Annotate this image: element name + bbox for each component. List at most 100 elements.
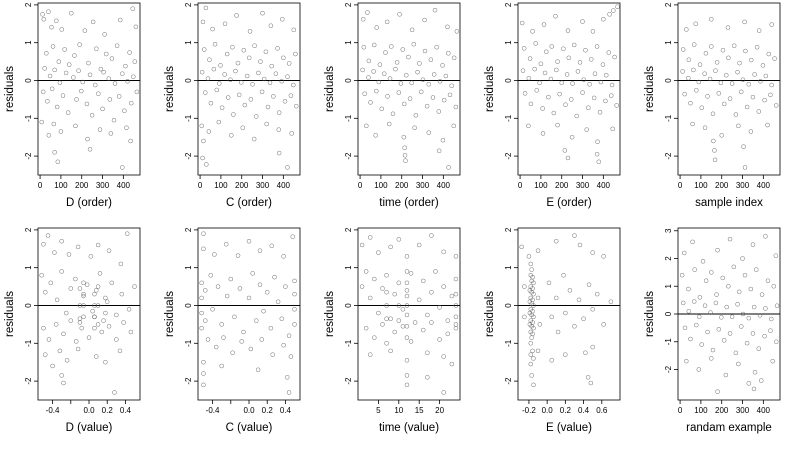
data-point — [548, 76, 554, 82]
data-point — [132, 59, 138, 64]
data-point — [538, 61, 544, 67]
data-point — [453, 303, 459, 308]
data-point — [727, 236, 733, 242]
data-point — [404, 72, 409, 78]
data-point — [285, 165, 290, 170]
data-point — [275, 46, 280, 51]
y-tick-label: 0 — [504, 78, 513, 83]
data-point — [286, 61, 292, 66]
data-point — [453, 314, 459, 320]
data-point — [367, 352, 373, 357]
data-point — [387, 76, 393, 81]
data-point — [684, 358, 689, 364]
data-point — [716, 91, 722, 96]
data-point — [101, 318, 106, 323]
data-point — [367, 235, 373, 240]
x-tick-label: 300 — [736, 181, 750, 190]
data-point — [53, 322, 59, 327]
data-point — [408, 339, 414, 344]
x-axis-label: E (value) — [546, 422, 592, 434]
data-point — [586, 105, 591, 110]
data-point — [403, 158, 408, 163]
data-point — [259, 89, 265, 95]
data-point — [56, 59, 62, 64]
data-point — [521, 46, 527, 51]
y-tick-label: 1 — [504, 40, 513, 45]
data-point — [454, 29, 460, 34]
data-point — [453, 254, 459, 259]
data-point — [288, 93, 294, 98]
data-point — [710, 111, 716, 117]
data-point — [252, 43, 257, 48]
data-point — [212, 252, 217, 257]
data-point — [569, 134, 575, 140]
data-point — [604, 72, 609, 78]
data-point — [705, 94, 710, 99]
data-point — [531, 382, 536, 388]
x-tick-label: 20 — [435, 406, 444, 415]
data-point — [567, 288, 573, 293]
data-point — [367, 295, 373, 301]
data-point — [742, 19, 747, 25]
data-point — [594, 291, 600, 297]
data-point — [615, 4, 620, 10]
data-point — [520, 68, 526, 73]
data-point — [744, 104, 750, 110]
x-tick-label: 0.4 — [120, 406, 132, 415]
x-tick-label: 100 — [374, 181, 388, 190]
data-point — [377, 62, 383, 67]
data-point — [769, 22, 774, 27]
data-point — [100, 106, 105, 112]
data-point — [392, 329, 397, 335]
data-point — [103, 359, 108, 365]
y-tick-label: -1 — [504, 114, 513, 122]
data-point — [700, 259, 706, 264]
y-tick-label: 1 — [24, 265, 33, 270]
x-axis-label: sample index — [695, 197, 763, 209]
data-point — [360, 67, 365, 73]
data-point — [256, 70, 261, 76]
data-point — [588, 380, 594, 386]
data-point — [741, 144, 746, 149]
data-point — [201, 138, 206, 144]
data-point — [292, 291, 297, 297]
y-tick-label: 0 — [664, 311, 673, 316]
data-point — [81, 291, 86, 297]
data-point — [112, 81, 118, 86]
data-point — [359, 242, 365, 248]
data-point — [531, 291, 536, 297]
data-point — [281, 55, 286, 61]
data-point — [213, 344, 219, 350]
data-point — [533, 41, 538, 46]
plot-frame — [677, 2, 781, 176]
data-point — [380, 322, 385, 327]
data-point — [572, 324, 577, 329]
data-point — [585, 375, 591, 380]
data-point — [199, 280, 204, 286]
x-axis-label: E (order) — [546, 197, 592, 209]
y-axis-label: residuals — [644, 66, 656, 112]
y-axis-label: residuals — [164, 291, 176, 337]
data-point — [719, 133, 724, 138]
data-point — [81, 293, 86, 299]
data-point — [549, 44, 554, 49]
data-point — [555, 122, 560, 128]
data-point — [97, 127, 103, 132]
data-point — [254, 114, 259, 119]
data-point — [280, 17, 285, 22]
data-point — [696, 79, 702, 85]
data-point — [363, 269, 369, 274]
data-point — [368, 100, 373, 105]
data-point — [598, 79, 604, 85]
data-point — [55, 159, 61, 165]
data-point — [228, 276, 234, 282]
data-point — [684, 27, 689, 32]
data-point — [92, 325, 97, 331]
data-point — [406, 54, 411, 60]
data-point — [41, 242, 46, 247]
data-point — [272, 274, 277, 280]
data-point — [372, 276, 377, 282]
data-point — [294, 103, 299, 109]
data-point — [292, 278, 297, 284]
data-point — [581, 316, 586, 321]
